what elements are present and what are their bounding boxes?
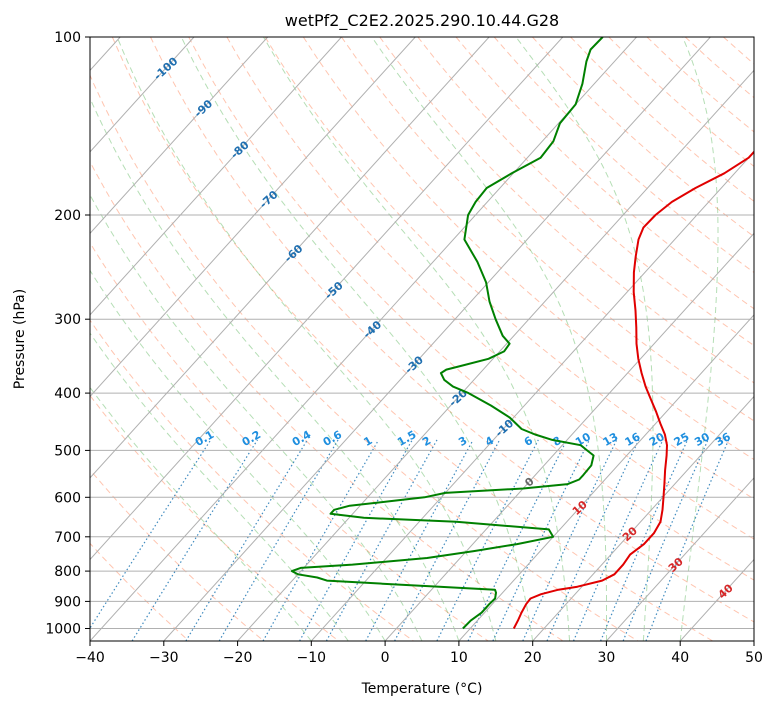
isotherm-grid-line <box>90 37 195 153</box>
moist-adiabat-line <box>371 37 607 641</box>
mixing-ratio-line <box>572 439 664 641</box>
dry-adiabat-line <box>90 74 639 641</box>
isotherm-grid-line <box>90 37 342 316</box>
y-tick-label: 1000 <box>45 622 81 638</box>
mixing-ratio-line <box>436 439 539 641</box>
chart-title: wetPf2_C2E2.2025.290.10.44.G28 <box>285 11 559 31</box>
moist-adiabat-line <box>515 37 654 641</box>
y-axis: 100 200 300 400 500 600 700 800 900 1000 <box>45 30 90 638</box>
y-tick-label: 800 <box>54 564 81 580</box>
mixing-ratio-line <box>600 439 689 641</box>
x-tick-label: 50 <box>745 650 763 666</box>
y-tick-label: 600 <box>54 490 81 506</box>
mixing-ratio-line <box>522 439 618 641</box>
dry-adiabat-line <box>90 468 265 641</box>
isotherm-grid-line <box>606 477 754 641</box>
y-axis-label: Pressure (hPa) <box>12 289 28 389</box>
x-tick-label: 20 <box>524 650 542 666</box>
y-tick-label: 700 <box>54 530 81 546</box>
dry-adiabat-line <box>188 37 754 581</box>
isotherm-grid-line <box>90 37 416 398</box>
y-tick-label: 900 <box>54 594 81 610</box>
data-series <box>290 37 754 630</box>
isotherm-grid-line <box>310 151 754 641</box>
mixing-ratio-line <box>131 439 259 641</box>
moist-adiabat-line <box>679 37 719 641</box>
x-tick-label: −30 <box>149 650 179 666</box>
x-axis-label: Temperature (°C) <box>361 681 483 697</box>
grid-lines <box>90 37 754 641</box>
dewpoint-profile-line <box>290 37 604 630</box>
x-tick-label: −20 <box>223 650 253 666</box>
dry-adiabat-line <box>90 241 489 641</box>
background-lines <box>90 37 754 641</box>
x-tick-label: 10 <box>450 650 468 666</box>
x-tick-label: 30 <box>597 650 615 666</box>
plot-frame <box>89 36 755 642</box>
mixing-ratio-line <box>90 439 212 630</box>
isotherm-grid-line <box>237 69 754 641</box>
x-tick-label: −10 <box>297 650 327 666</box>
moist-adiabat-line <box>263 37 571 641</box>
x-axis: −40 −30 −20 −10 0 10 20 30 40 50 <box>75 641 763 666</box>
dry-adiabat-line <box>111 37 713 641</box>
mixing-ratio-line <box>299 439 413 641</box>
dry-adiabat-line <box>341 37 754 422</box>
isotherm-grid-line <box>532 395 754 641</box>
temperature-profile-line <box>512 150 754 629</box>
moist-adiabat-line <box>90 96 460 641</box>
x-tick-label: 40 <box>671 650 689 666</box>
isotherm-grid-line <box>90 37 637 641</box>
y-tick-label: 100 <box>54 30 81 46</box>
isotherm-grid-line <box>90 37 564 561</box>
dry-adiabat-line <box>302 37 754 461</box>
y-tick-label: 500 <box>54 443 81 459</box>
dry-adiabat-line <box>264 37 754 500</box>
isotherm-grid-line <box>90 37 490 479</box>
moist-adiabat-line <box>90 332 349 641</box>
mixing-ratio-line <box>325 439 438 641</box>
x-tick-label: −40 <box>75 650 105 666</box>
moist-adiabat-line <box>180 37 534 641</box>
mixing-ratio-line <box>218 439 339 641</box>
isotherm-grid-line <box>384 232 754 641</box>
y-tick-label: 400 <box>54 386 81 402</box>
y-tick-label: 300 <box>54 312 81 328</box>
moist-adiabat-line <box>90 269 386 641</box>
y-tick-label: 200 <box>54 208 81 224</box>
dry-adiabat-line <box>90 160 564 641</box>
isotherm-grid-line <box>163 37 711 641</box>
mixing-ratio-line <box>546 439 640 641</box>
mixing-ratio-line <box>185 439 308 641</box>
isotherm-grid-line <box>458 314 754 641</box>
moist-adiabat-line <box>116 37 497 641</box>
x-tick-label: 0 <box>381 650 390 666</box>
isotherm-grid-line <box>90 37 269 235</box>
